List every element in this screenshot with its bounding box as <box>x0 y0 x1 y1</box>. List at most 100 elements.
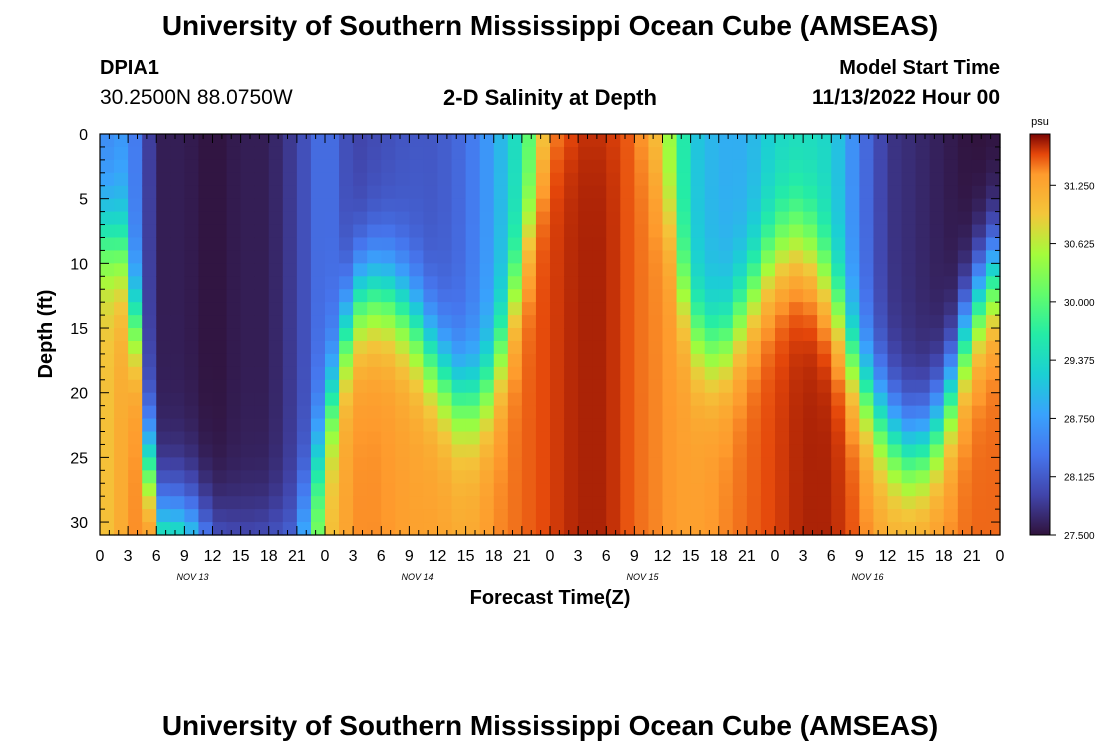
heatmap-cell <box>564 263 579 277</box>
heatmap-cell <box>367 483 382 497</box>
heatmap-cell <box>521 185 537 200</box>
heatmap-cell <box>353 431 368 446</box>
heatmap-cell <box>507 353 523 368</box>
heatmap-cell <box>254 146 270 161</box>
heatmap-cell <box>409 457 425 471</box>
heatmap-cell <box>367 276 382 290</box>
heatmap-cell <box>212 185 228 200</box>
heatmap-cell <box>690 134 706 148</box>
heatmap-cell <box>803 134 818 148</box>
heatmap-cell <box>620 146 635 161</box>
heatmap-cell <box>648 250 664 264</box>
heatmap-cell <box>423 418 439 433</box>
x-tick-label: 9 <box>405 548 414 565</box>
heatmap-cell <box>859 328 875 342</box>
heatmap-cell <box>226 237 242 252</box>
heatmap-cell <box>114 444 129 458</box>
heatmap-cell <box>985 134 1001 148</box>
heatmap-cell <box>803 198 818 213</box>
heatmap-cell <box>859 392 875 407</box>
heatmap-cell <box>339 289 354 303</box>
heatmap-cell <box>915 444 931 458</box>
heatmap-cell <box>409 159 425 174</box>
heatmap-cell <box>395 172 410 187</box>
heatmap-cell <box>915 237 931 252</box>
heatmap-cell <box>493 224 509 239</box>
heatmap-cell <box>128 302 143 316</box>
heatmap-cell <box>535 146 551 161</box>
heatmap-cell <box>184 224 200 239</box>
heatmap-cell <box>578 405 593 420</box>
heatmap-cell <box>535 302 551 316</box>
heatmap-cell <box>859 405 875 420</box>
heatmap-cell <box>943 483 959 497</box>
heatmap-cell <box>437 185 453 200</box>
heatmap-cell <box>985 237 1001 252</box>
heatmap-cell <box>156 392 171 407</box>
heatmap-cell <box>648 159 664 174</box>
heatmap-cell <box>114 457 129 471</box>
heatmap-cell <box>465 496 481 510</box>
heatmap-cell <box>296 198 312 213</box>
heatmap-cell <box>873 198 889 213</box>
heatmap-cell <box>226 276 242 290</box>
heatmap-cell <box>564 353 579 368</box>
heatmap-cell <box>240 211 256 226</box>
heatmap-cell <box>184 198 200 213</box>
heatmap-cell <box>423 379 439 394</box>
heatmap-cell <box>198 340 214 355</box>
heatmap-cell <box>550 496 565 510</box>
heatmap-cell <box>339 444 354 458</box>
heatmap-cell <box>789 159 804 174</box>
heatmap-cell <box>451 146 467 161</box>
heatmap-cell <box>493 353 509 368</box>
heatmap-cell <box>831 276 846 290</box>
heatmap-cell <box>226 159 242 174</box>
heatmap-cell <box>662 315 678 329</box>
heatmap-cell <box>929 470 945 484</box>
heatmap-cell <box>887 379 903 394</box>
heatmap-cell <box>648 328 664 342</box>
heatmap-cell <box>704 366 720 381</box>
heatmap-cell <box>507 366 523 381</box>
heatmap-cell <box>507 405 523 420</box>
heatmap-cell <box>198 483 214 497</box>
heatmap-cell <box>803 509 818 523</box>
heatmap-cell <box>789 263 804 277</box>
heatmap-cell <box>845 315 860 329</box>
model-start-value: 11/13/2022 Hour 00 <box>812 86 1000 109</box>
heatmap-cell <box>578 263 593 277</box>
heatmap-cell <box>662 483 678 497</box>
heatmap-cell <box>409 146 425 161</box>
heatmap-cell <box>887 328 903 342</box>
heatmap-cell <box>789 457 804 471</box>
heatmap-cell <box>437 211 453 226</box>
heatmap-cell <box>887 483 903 497</box>
heatmap-cell <box>578 483 593 497</box>
heatmap-cell <box>395 185 410 200</box>
heatmap-cell <box>451 457 467 471</box>
heatmap-cell <box>310 470 326 484</box>
heatmap-cell <box>845 159 860 174</box>
heatmap-cell <box>465 444 481 458</box>
heatmap-cell <box>395 198 410 213</box>
heatmap-cell <box>212 134 228 148</box>
heatmap-cell <box>325 431 340 446</box>
heatmap-cell <box>184 328 200 342</box>
heatmap-cell <box>620 159 635 174</box>
heatmap-cell <box>718 392 734 407</box>
heatmap-cell <box>282 392 298 407</box>
heatmap-cell <box>451 276 467 290</box>
heatmap-cell <box>156 457 171 471</box>
heatmap-cell <box>606 263 621 277</box>
heatmap-cell <box>775 340 790 355</box>
heatmap-cell <box>676 172 692 187</box>
heatmap-cell <box>437 159 453 174</box>
heatmap-cell <box>142 509 157 523</box>
heatmap-cell <box>423 366 439 381</box>
heatmap-cell <box>128 496 143 510</box>
heatmap-cell <box>775 146 790 161</box>
heatmap-cell <box>310 315 326 329</box>
heatmap-cell <box>901 211 917 226</box>
heatmap-cell <box>254 198 270 213</box>
